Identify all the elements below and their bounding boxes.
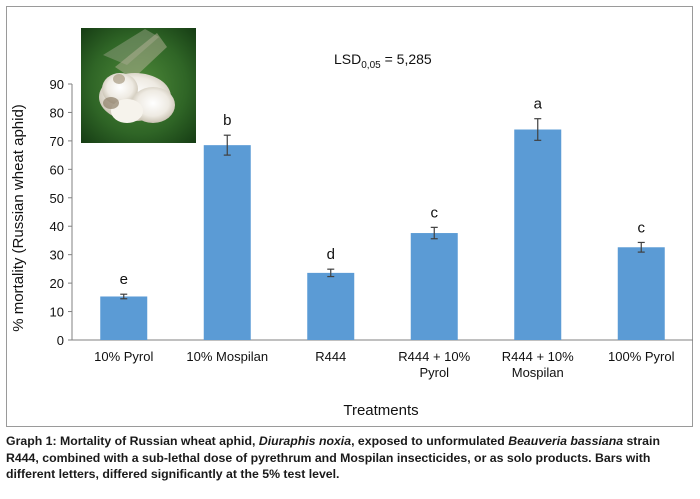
bar-chart: 0 10 20 30 40 50 60 70 80 90 e 10% Pyrol b 10% Mospil… (10, 28, 693, 419)
y-tick-label: 30 (50, 248, 64, 263)
caption-fungus-name: Beauveria bassiana (508, 434, 624, 448)
y-tick-label: 70 (50, 134, 64, 149)
significance-letter: c (638, 219, 646, 236)
y-tick-label: 80 (50, 105, 64, 120)
y-tick-label: 50 (50, 191, 64, 206)
significance-letter: e (120, 271, 128, 288)
significance-letter: c (431, 204, 439, 221)
bar (514, 129, 562, 340)
error-bar (327, 268, 335, 278)
error-bar (120, 293, 128, 300)
lsd-annotation: LSD0,05 = 5,285 (334, 51, 432, 71)
x-category-label: R444 + 10% Pyrol (398, 349, 470, 380)
error-bar (223, 134, 231, 156)
x-category-label: 10% Pyrol (94, 349, 153, 364)
error-bar (637, 241, 645, 253)
bar (307, 272, 355, 340)
bar (100, 296, 148, 340)
x-category-label: 100% Pyrol (608, 349, 675, 364)
x-axis-title: Treatments (343, 402, 418, 419)
significance-letter: b (223, 112, 231, 129)
caption-text-2: , exposed to unformulated (351, 434, 509, 448)
y-tick-label: 10 (50, 305, 64, 320)
bar (617, 247, 665, 340)
caption-text-3: strain R444, combined with a sub-lethal … (6, 434, 660, 481)
significance-letter: a (534, 96, 543, 113)
figure-caption: Graph 1: Mortality of Russian wheat aphi… (6, 433, 694, 483)
caption-species-name: Diuraphis noxia (258, 434, 352, 448)
error-bar (534, 118, 542, 141)
aphid-infected-with-fungus-photo (81, 28, 196, 143)
y-tick-label: 0 (57, 333, 64, 348)
bar (203, 145, 251, 340)
significance-letter: d (327, 246, 335, 263)
y-tick-label: 90 (50, 77, 64, 92)
error-bar (430, 226, 438, 240)
y-axis-title: % mortality (Russian wheat aphid) (10, 104, 27, 332)
y-tick-label: 60 (50, 162, 64, 177)
chart-frame: 0 10 20 30 40 50 60 70 80 90 e 10% Pyrol b 10% Mospil… (6, 6, 693, 427)
x-category-label: 10% Mospilan (186, 349, 268, 364)
y-tick-label: 40 (50, 219, 64, 234)
caption-text-1: Graph 1: Mortality of Russian wheat aphi… (6, 434, 259, 448)
x-category-label: R444 (315, 349, 346, 364)
y-tick-label: 20 (50, 276, 64, 291)
bar (410, 233, 458, 340)
x-category-label: R444 + 10% Mospilan (502, 349, 574, 380)
